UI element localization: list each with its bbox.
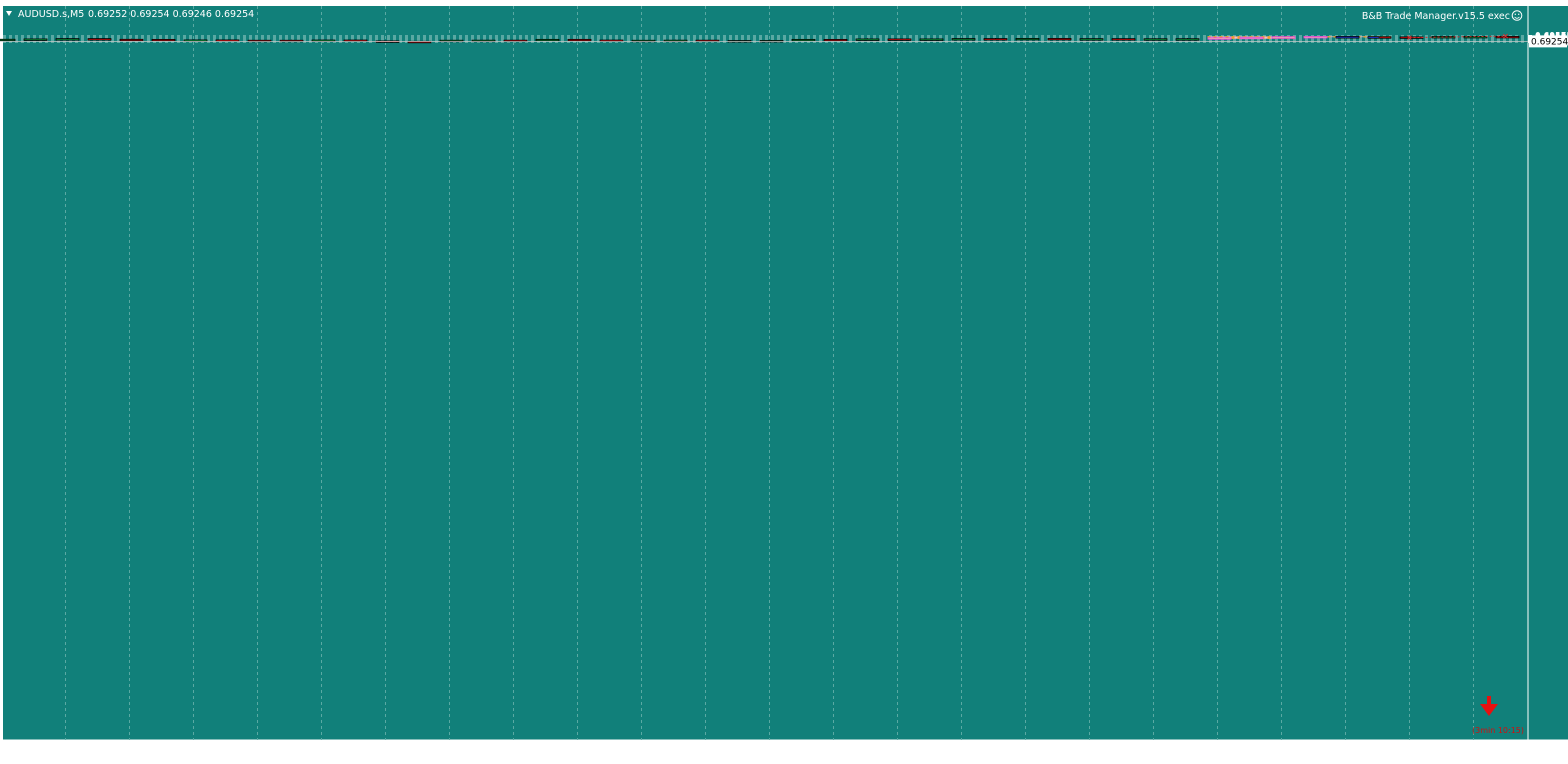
candle-body [887, 38, 912, 41]
candle [567, 38, 592, 42]
candle [1463, 36, 1488, 39]
candle-body [983, 38, 1008, 41]
time-tick-label: 27 Jul 09:40 [1091, 747, 1145, 757]
candle-body [1015, 38, 1040, 41]
time-tick-label: 27 Jul 07:30 [259, 747, 313, 757]
time-tick-label: 27 Jul 10:00 [1219, 747, 1273, 757]
time-tick-label: 27 Jul 08:20 [579, 747, 633, 757]
current-price-tag: 0.69254 [1529, 35, 1568, 48]
candle [0, 38, 16, 42]
time-tick-label: 27 Jul 09:00 [835, 747, 889, 757]
candle-body [535, 38, 560, 42]
expert-advisor-header: B&B Trade Manager.v15.5 exec [1362, 10, 1523, 22]
time-tick-label: 27 Jul 07:00 [67, 747, 121, 757]
candle [951, 38, 976, 41]
time-tick-label: 27 Jul 2022 [3, 747, 54, 757]
candle-body [1239, 36, 1264, 40]
candle-body [823, 38, 848, 42]
time-tick-label: 27 Jul 10:20 [1347, 747, 1401, 757]
symbol-header: AUDUSD.s,M5 0.69252 0.69254 0.69246 0.69… [6, 9, 254, 20]
time-tick-label: 27 Jul 10:30 [1411, 747, 1465, 757]
current-price-tag-label: 0.69254 [1531, 37, 1568, 47]
candle [1047, 38, 1072, 41]
current-price-tag-box [1529, 35, 1567, 48]
time-tick-label: 27 Jul 07:10 [131, 747, 185, 757]
collapse-triangle-icon[interactable] [6, 11, 12, 16]
candle-body [0, 38, 16, 42]
trade-point-marker [1407, 35, 1412, 40]
candle [1079, 38, 1104, 41]
blue-marker-candle [1367, 36, 1380, 39]
candle-body [919, 38, 944, 41]
time-tick-label: 27 Jul 08:00 [451, 747, 505, 757]
candle [1015, 38, 1040, 41]
candle-body [1463, 36, 1488, 39]
candle [535, 38, 560, 42]
candle [1175, 38, 1200, 41]
ohlc-values-label: 0.69252 0.69254 0.69246 0.69254 [88, 9, 254, 20]
candle-body [1111, 38, 1136, 41]
blue-marker-candle [1335, 36, 1360, 39]
time-tick-label: 27 Jul 07:20 [195, 747, 249, 757]
candle [1239, 36, 1264, 40]
candle [855, 38, 880, 41]
trade-overlays [1335, 33, 1508, 40]
candle-body [951, 38, 976, 41]
candle [1303, 36, 1328, 39]
candle [791, 38, 816, 42]
time-tick-label: 27 Jul 09:30 [1027, 747, 1081, 757]
candle-body [119, 38, 144, 42]
time-tick-label: 27 Jul 08:40 [707, 747, 761, 757]
time-tick-label: 27 Jul 07:50 [387, 747, 441, 757]
trade-trend-line [1409, 35, 1506, 39]
time-tick-label: 27 Jul 10:40 [1475, 747, 1529, 757]
symbol-timeframe-label: AUDUSD.s,M5 [18, 9, 84, 20]
candle-body [1175, 38, 1200, 41]
candle [1111, 38, 1136, 41]
candle-body [1271, 36, 1296, 39]
expert-advisor-label: B&B Trade Manager.v15.5 exec [1362, 11, 1510, 22]
candle [983, 38, 1008, 41]
candle-body [151, 38, 176, 42]
time-tick-label: 27 Jul 07:40 [323, 747, 377, 757]
time-axis[interactable]: 27 Jul 2022 27 Jul 07:00 27 Jul 07:10 27 Ju… [2, 740, 1529, 757]
trade-point-marker [1503, 33, 1508, 39]
candle-body [1207, 37, 1232, 40]
candle [1271, 36, 1296, 39]
candle [919, 38, 944, 41]
time-tick-label: 27 Jul 09:10 [899, 747, 953, 757]
time-tick-label: 27 Jul 10:10 [1283, 747, 1337, 757]
candle-body [23, 38, 48, 41]
candle [55, 38, 80, 41]
candle [1399, 36, 1424, 39]
candle [1207, 37, 1232, 40]
candle [823, 38, 848, 42]
candle-body [1079, 38, 1104, 41]
time-tick-label: 27 Jul 09:50 [1155, 747, 1209, 757]
candle-body [791, 38, 816, 42]
plot-background [3, 6, 1528, 740]
time-tick-label: 27 Jul 08:50 [771, 747, 825, 757]
time-tick-label: 27 Jul 09:20 [963, 747, 1017, 757]
candle [887, 38, 912, 41]
candle-body [855, 38, 880, 41]
bar-countdown-label: (3min 10:15) [1472, 726, 1524, 735]
price-axis-background [1528, 6, 1568, 740]
candle-body [1143, 38, 1168, 41]
smiley-icon[interactable] [1511, 10, 1523, 21]
time-tick-label: 27 Jul 08:30 [643, 747, 697, 757]
candle [87, 38, 112, 41]
sell-arrow-icon [1480, 696, 1498, 716]
candle-body [1303, 36, 1328, 39]
candle-body [567, 38, 592, 42]
candle [1143, 38, 1168, 41]
candle-body [1047, 38, 1072, 41]
candle [151, 38, 176, 42]
time-tick-label: 27 Jul 08:10 [515, 747, 569, 757]
candle-body [55, 38, 80, 41]
candle-body [87, 38, 112, 41]
candle [119, 38, 144, 42]
candle [23, 38, 48, 41]
